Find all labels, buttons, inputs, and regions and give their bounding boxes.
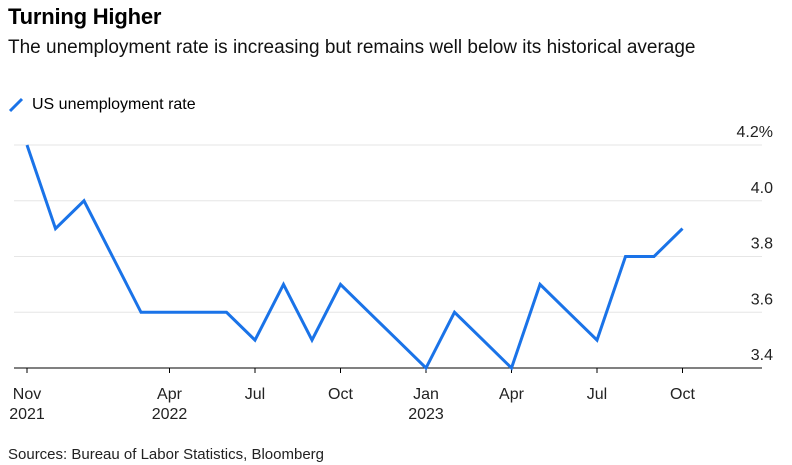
x-tick-label: Jan (413, 386, 439, 403)
y-tick-label: 3.6 (751, 291, 773, 308)
x-tick-label: Jul (587, 386, 607, 403)
x-tick-label: Oct (670, 386, 695, 403)
legend-line-icon (8, 97, 24, 113)
y-tick-label: 3.8 (751, 236, 773, 253)
grid-layer (14, 144, 762, 313)
x-tick-year-label: 2021 (9, 406, 45, 423)
x-tick-label: Jul (245, 386, 265, 403)
x-tick-label: Nov (13, 386, 41, 403)
y-tick-label: 4.0 (751, 180, 773, 197)
chart-subtitle: The unemployment rate is increasing but … (8, 37, 696, 58)
axis-layer (14, 367, 762, 373)
x-tick-label: Oct (328, 386, 353, 403)
series-layer (25, 144, 684, 371)
series-line-us-unemployment (25, 144, 684, 371)
line-chart: 4.2% 4.0 3.8 3.6 3.4 Nov 2021 Apr 2022 Jul Oct Jan 2… (9, 124, 773, 423)
label-layer: 4.2% 4.0 3.8 3.6 3.4 Nov 2021 Apr 2022 Jul Oct Jan 2… (9, 124, 773, 423)
x-tick-year-label: 2022 (152, 406, 188, 423)
legend: US unemployment rate (8, 96, 196, 114)
x-tick-label: Apr (157, 386, 183, 403)
legend-label: US unemployment rate (32, 96, 196, 113)
x-tick-year-label: 2023 (408, 406, 444, 423)
y-tick-label: 3.4 (751, 347, 773, 364)
source-note: Sources: Bureau of Labor Statistics, Blo… (8, 446, 324, 463)
x-tick-label: Apr (499, 386, 525, 403)
y-tick-label: 4.2% (737, 124, 773, 141)
chart-title: Turning Higher (8, 4, 162, 29)
